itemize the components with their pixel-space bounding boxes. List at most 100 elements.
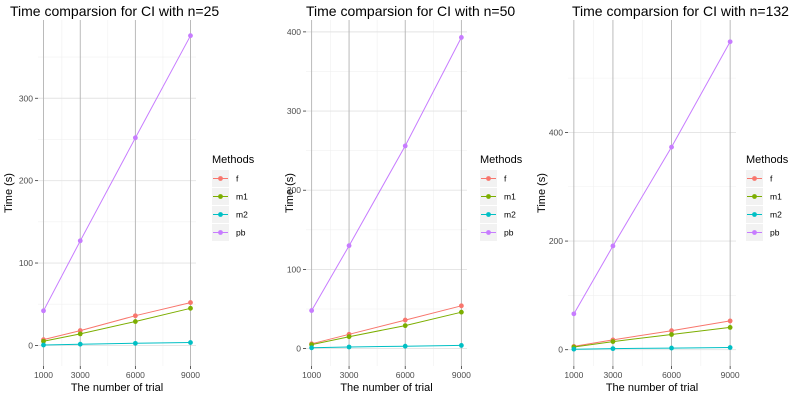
data-point-m2 [77,341,83,347]
series-line-m2 [311,344,462,349]
data-point-m1 [132,319,138,324]
legend-item-f: f [480,170,507,187]
y-tick-label: 200 [287,185,301,195]
legend-item-pb: pb [746,224,780,241]
plot-background [38,20,196,366]
legend-label: pb [236,228,246,238]
data-point-m1 [402,323,408,329]
data-point-pb [571,311,577,317]
data-point-pb [309,308,315,313]
legend-key-point [752,230,757,235]
x-tick-label: 1000 [34,370,53,380]
y-tick-label: 300 [19,93,33,103]
x-axis-title: The number of trial [71,382,163,394]
y-tick-label: 0 [28,340,33,350]
chart-panel-3: 0 200 400 1000 3000 6000 9000 Time comparsion f… [536,3,789,394]
legend-label: m1 [504,192,516,202]
data-point-pb [132,135,138,141]
x-tick-label: 6000 [662,370,681,380]
y-axis-title: Time (s) [3,173,15,213]
y-axis-title: Time (s) [284,173,296,213]
data-point-pb [610,243,616,249]
y-tick-label: 400 [549,127,563,137]
data-point-m2 [610,346,616,352]
x-tick-label: 1000 [302,370,321,380]
y-tick-label: 200 [19,176,33,186]
data-point-pb [188,33,193,39]
data-point-f [458,303,464,309]
legend-key-point [752,212,757,217]
series-line-pb [43,35,191,312]
legend-item-m2: m2 [212,206,248,223]
legend: Methods f m1 m2 pb [480,154,523,241]
x-tick-label: 9000 [721,370,740,380]
legend-key-point [486,212,491,217]
data-point-m1 [77,331,83,337]
data-point-pb [41,308,46,314]
series-line-f [573,320,731,347]
legend-label: f [770,174,773,184]
data-point-f [402,317,408,323]
data-point-m1 [610,339,616,344]
data-point-m1 [727,325,733,330]
x-axis-title: The number of trial [340,382,432,394]
chart-panel-1: 0 100 200 300 1000 3000 6000 9000 Time comparsio… [3,3,255,394]
legend-item-m1: m1 [480,188,516,205]
legend-label: m1 [236,192,248,202]
legend-label: pb [504,228,514,238]
data-point-f [188,300,193,305]
legend-item-f: f [746,170,773,187]
y-tick-label: 400 [287,27,301,37]
y-tick-label: 100 [19,258,33,268]
data-point-m2 [346,344,352,350]
series-line-pb [311,37,462,311]
legend-label: pb [770,228,780,238]
series-line-m2 [573,347,731,350]
legend-title: Methods [746,154,789,166]
chart-title: Time comparsion for CI with n=25 [10,3,219,19]
legend-item-f: f [212,170,239,187]
legend-label: f [504,174,507,184]
series-line-m1 [43,307,191,342]
legend-key-point [486,176,491,181]
data-point-pb [402,143,408,149]
legend-key-point [752,176,757,181]
legend-item-m2: m2 [746,206,782,223]
legend-label: m1 [770,192,782,202]
chart-panel-2: 0 100 200 300 400 1000 3000 6000 9000 Time compar… [284,3,523,394]
x-tick-label: 6000 [396,370,415,380]
data-point-f [132,313,138,319]
y-tick-label: 200 [549,236,563,246]
legend-title: Methods [212,154,255,166]
y-tick-label: 100 [287,264,301,274]
series-line-m1 [311,311,462,346]
data-point-m1 [346,334,352,340]
data-point-f [77,328,83,333]
data-point-m1 [458,309,464,315]
legend-item-m1: m1 [746,188,782,205]
x-tick-label: 3000 [340,370,359,380]
series-line-m1 [573,326,731,348]
data-point-m2 [188,340,193,345]
y-tick-label: 0 [296,344,301,354]
legend-key-point [218,230,223,235]
x-axis-title: The number of trial [606,382,698,394]
legend-label: f [236,174,239,184]
legend-key-point [218,194,223,199]
legend-key-point [218,212,223,217]
x-tick-label: 9000 [181,370,200,380]
legend-key-point [486,230,491,235]
legend-item-pb: pb [212,224,246,241]
legend-key-point [218,176,223,181]
x-tick-label: 9000 [452,370,471,380]
y-tick-label: 300 [287,106,301,116]
plot-background [568,20,736,366]
data-point-m2 [571,346,577,352]
x-tick-label: 6000 [126,370,145,380]
series-line-m2 [43,342,191,346]
legend-item-m2: m2 [480,206,516,223]
chart-title: Time comparsion for CI with n=50 [306,3,515,19]
x-tick-label: 1000 [564,370,583,380]
